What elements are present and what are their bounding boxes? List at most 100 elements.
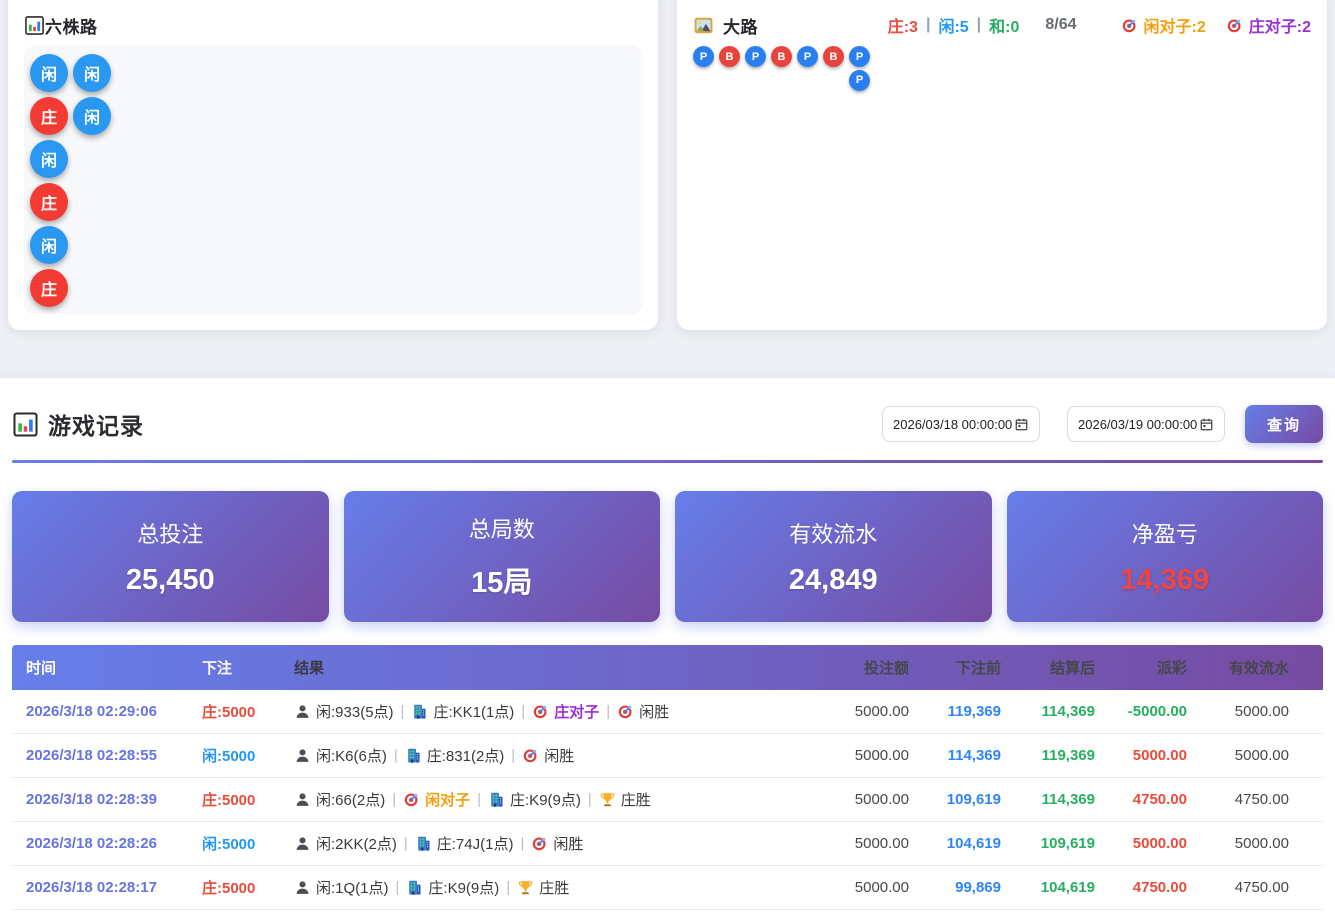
records-table: 时间 下注 结果 投注额 下注前 结算后 派彩 有效流水 2026/3/18 02:29:06… [12,645,1323,910]
big-road-bead-banker: B [823,46,844,67]
result-segment-text: 闲:1Q(1点) [316,880,389,897]
row-result: 闲:K6(6点) | 庄:831(2点) | 闲胜 [294,745,813,766]
person-icon [294,747,311,764]
row-turnover: 4750.00 [1234,879,1289,896]
result-segment: 闲胜 [617,701,669,722]
result-segment: 闲:1Q(1点) [294,877,389,898]
row-turnover: 4750.00 [1234,791,1289,808]
pair-counter-label: 庄对子:2 [1248,19,1311,36]
result-segment: 庄:KK1(1点) [411,701,514,722]
result-separator: | [606,703,611,720]
road-stat: 闲:5 [938,19,969,36]
calendar-icon[interactable] [1014,417,1029,432]
bar-chart-icon [24,15,45,36]
row-bet-amount: 5000.00 [854,703,909,720]
six-road-bead-banker: 庄 [30,97,68,135]
result-separator: | [477,791,482,808]
table-header-cell: 结算后 [1049,660,1095,677]
result-separator: | [395,879,400,896]
row-payout: -5000.00 [1127,703,1187,720]
person-icon [294,703,311,720]
row-payout: 4750.00 [1132,879,1187,896]
result-separator: | [400,703,405,720]
result-segment-text: 庄胜 [620,792,651,809]
calendar-icon[interactable] [1199,417,1214,432]
six-road-bead-player: 闲 [73,54,111,92]
result-segment-text: 闲:66(2点) [316,792,386,809]
result-segment-text: 闲胜 [553,836,584,853]
road-stats: 庄:3 | 闲:5 | 和:0 8/64 闲对子:2 庄对子:2 [888,13,1311,37]
date-from-value: 2026/03/18 00:00:00 [893,416,1013,432]
summary-card-value: 15局 [471,567,533,599]
big-road-bead-player: P [745,46,766,67]
records-header: 游戏记录 2026/03/18 00:00:00 2026/03/19 00:0… [12,402,1323,446]
row-bet-amount: 5000.00 [854,791,909,808]
row-bet: 庄:5000 [202,704,256,721]
result-segment-text: 庄胜 [539,880,570,897]
row-time: 2026/3/18 02:28:26 [26,835,157,852]
person-icon [294,835,311,852]
six-road-grid: 闲庄闲庄闲庄闲闲 [24,46,642,314]
query-controls: 2026/03/18 00:00:00 2026/03/19 00:00:00 … [882,405,1323,443]
six-road-bead-player: 闲 [30,140,68,178]
row-bet: 庄:5000 [202,880,256,897]
building-icon [406,879,423,896]
dart-icon [1226,17,1243,34]
result-separator: | [403,835,408,852]
table-header-cell: 投注额 [863,660,909,677]
row-balance-after: 114,369 [1041,703,1095,720]
result-segment-text: 庄:831(2点) [426,748,505,765]
result-segment: 闲:933(5点) [294,701,394,722]
query-button[interactable]: 查询 [1245,405,1323,443]
summary-card-value: 25,450 [125,563,215,596]
table-row: 2026/3/18 02:29:06 庄:5000 闲:933(5点) | 庄:KK1(… [12,690,1323,734]
row-balance-before: 104,619 [946,835,1001,852]
row-bet-amount: 5000.00 [854,747,909,764]
table-row: 2026/3/18 02:28:26 闲:5000 闲:2KK(2点) | 庄:74J(… [12,822,1323,866]
section-divider [12,460,1323,463]
summary-card-label: 净盈亏 [1131,521,1198,547]
road-panels: 六株路 闲庄闲庄闲庄闲闲 大路 庄:3 | 闲:5 | 和:0 8/64 闲对子:2 庄对子:… [0,0,1335,330]
table-header-cell: 有效流水 [1228,660,1289,677]
table-row: 2026/3/18 02:28:17 庄:5000 闲:1Q(1点) | 庄:K9(9点… [12,866,1323,910]
date-to-input[interactable]: 2026/03/19 00:00:00 [1067,406,1225,442]
row-payout: 5000.00 [1132,747,1187,764]
date-from-input[interactable]: 2026/03/18 00:00:00 [882,406,1040,442]
person-icon [294,791,311,808]
summary-cards: 总投注 25,450 总局数 15局 有效流水 24,849 净盈亏 14,369 [12,491,1323,622]
result-segment: 闲胜 [522,745,574,766]
row-balance-after: 114,369 [1041,791,1095,808]
row-bet: 闲:5000 [202,836,256,853]
big-road-bead-banker: B [719,46,740,67]
person-icon [294,879,311,896]
row-bet-amount: 5000.00 [854,835,909,852]
row-balance-before: 109,619 [946,791,1001,808]
row-bet: 闲:5000 [202,748,256,765]
result-segment-text: 庄:KK1(1点) [433,704,515,721]
six-road-card: 六株路 闲庄闲庄闲庄闲闲 [8,0,658,330]
result-separator: | [506,879,511,896]
six-road-bead-player: 闲 [73,97,111,135]
pair-counter-label: 闲对子:2 [1143,19,1206,36]
result-segment: 闲:66(2点) [294,789,385,810]
row-balance-after: 119,369 [1041,747,1095,764]
building-icon [405,747,422,764]
records-title: 游戏记录 [48,413,144,439]
date-to-value: 2026/03/19 00:00:00 [1078,416,1198,432]
row-turnover: 5000.00 [1234,703,1289,720]
building-icon [488,791,505,808]
result-segment-text: 庄:K9(9点) [510,792,581,809]
result-segment: 闲对子 [403,789,470,810]
result-segment: 庄:74J(1点) [415,833,513,854]
six-road-title: 六株路 [45,17,98,37]
six-road-bead-player: 闲 [30,54,68,92]
six-road-bead-banker: 庄 [30,183,68,221]
dart-icon [531,835,548,852]
row-balance-after: 109,619 [1040,835,1095,852]
table-body: 2026/3/18 02:29:06 庄:5000 闲:933(5点) | 庄:KK1(… [12,690,1323,910]
row-time: 2026/3/18 02:29:06 [26,703,157,720]
result-segment-text: 庄:K9(9点) [428,880,500,897]
summary-card-value: 24,849 [788,563,878,596]
result-separator: | [511,747,516,764]
